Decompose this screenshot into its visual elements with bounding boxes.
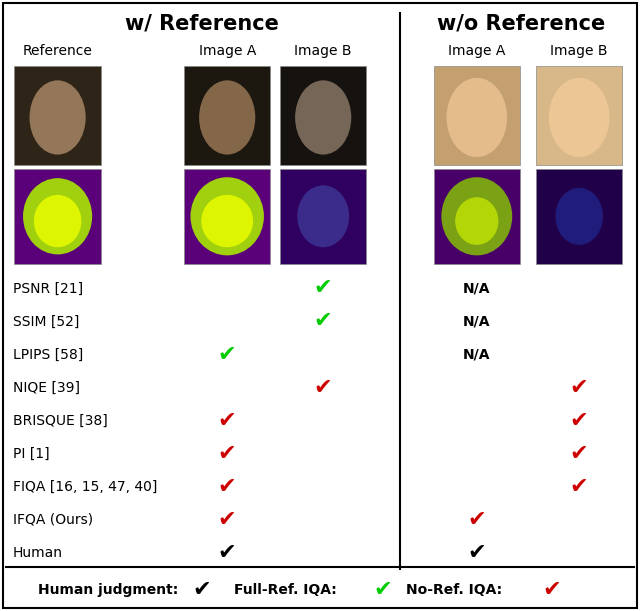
- Text: LPIPS [58]: LPIPS [58]: [13, 348, 83, 362]
- Ellipse shape: [549, 78, 609, 157]
- Text: ✔: ✔: [218, 543, 237, 563]
- Text: ✔: ✔: [542, 580, 561, 600]
- Bar: [184, 66, 270, 165]
- Ellipse shape: [295, 80, 351, 155]
- Bar: [434, 169, 520, 264]
- Ellipse shape: [34, 195, 81, 247]
- Ellipse shape: [297, 185, 349, 247]
- Ellipse shape: [442, 177, 512, 255]
- Bar: [536, 169, 622, 264]
- Text: Image B: Image B: [294, 44, 352, 58]
- Text: No-Ref. IQA:: No-Ref. IQA:: [406, 584, 508, 597]
- Text: N/A: N/A: [463, 282, 490, 296]
- Text: ✔: ✔: [218, 411, 237, 431]
- Text: Human judgment:: Human judgment:: [38, 584, 184, 597]
- Text: ✔: ✔: [314, 378, 333, 398]
- Ellipse shape: [455, 197, 499, 245]
- Bar: [536, 66, 622, 165]
- Ellipse shape: [191, 177, 264, 255]
- Text: SSIM [52]: SSIM [52]: [13, 315, 79, 329]
- Text: Full-Ref. IQA:: Full-Ref. IQA:: [234, 584, 341, 597]
- Text: N/A: N/A: [463, 348, 490, 362]
- Text: ✔: ✔: [218, 477, 237, 497]
- Text: IFQA (Ours): IFQA (Ours): [13, 513, 93, 527]
- Text: ✔: ✔: [570, 477, 589, 497]
- Bar: [184, 169, 270, 264]
- Text: ✔: ✔: [570, 411, 589, 431]
- Text: ✔: ✔: [218, 345, 237, 365]
- Text: ✔: ✔: [570, 378, 589, 398]
- Text: FIQA [16, 15, 47, 40]: FIQA [16, 15, 47, 40]: [13, 480, 157, 494]
- Text: BRISQUE [38]: BRISQUE [38]: [13, 414, 108, 428]
- Text: Image A: Image A: [448, 44, 506, 58]
- Bar: [14, 169, 101, 264]
- Text: w/o Reference: w/o Reference: [438, 13, 605, 34]
- Ellipse shape: [556, 188, 603, 245]
- Text: ✔: ✔: [467, 510, 486, 530]
- Text: ✔: ✔: [314, 279, 333, 298]
- Ellipse shape: [447, 78, 507, 157]
- Text: Image B: Image B: [550, 44, 608, 58]
- Bar: [14, 66, 101, 165]
- Text: PSNR [21]: PSNR [21]: [13, 282, 83, 296]
- Bar: [280, 169, 366, 264]
- Bar: [434, 66, 520, 165]
- Ellipse shape: [29, 80, 86, 155]
- Text: ✔: ✔: [192, 580, 211, 600]
- Text: ✔: ✔: [373, 580, 392, 600]
- Text: Human: Human: [13, 546, 63, 560]
- Text: ✔: ✔: [467, 543, 486, 563]
- Text: PI [1]: PI [1]: [13, 447, 49, 461]
- Text: Image A: Image A: [198, 44, 256, 58]
- Text: ✔: ✔: [570, 444, 589, 464]
- Text: Reference: Reference: [22, 44, 93, 58]
- Ellipse shape: [199, 80, 255, 155]
- Text: ✔: ✔: [218, 444, 237, 464]
- Ellipse shape: [201, 195, 253, 247]
- Text: N/A: N/A: [463, 315, 490, 329]
- Text: w/ Reference: w/ Reference: [125, 13, 278, 34]
- Bar: [280, 66, 366, 165]
- Text: ✔: ✔: [218, 510, 237, 530]
- Ellipse shape: [23, 178, 92, 254]
- Text: NIQE [39]: NIQE [39]: [13, 381, 80, 395]
- Text: ✔: ✔: [314, 312, 333, 332]
